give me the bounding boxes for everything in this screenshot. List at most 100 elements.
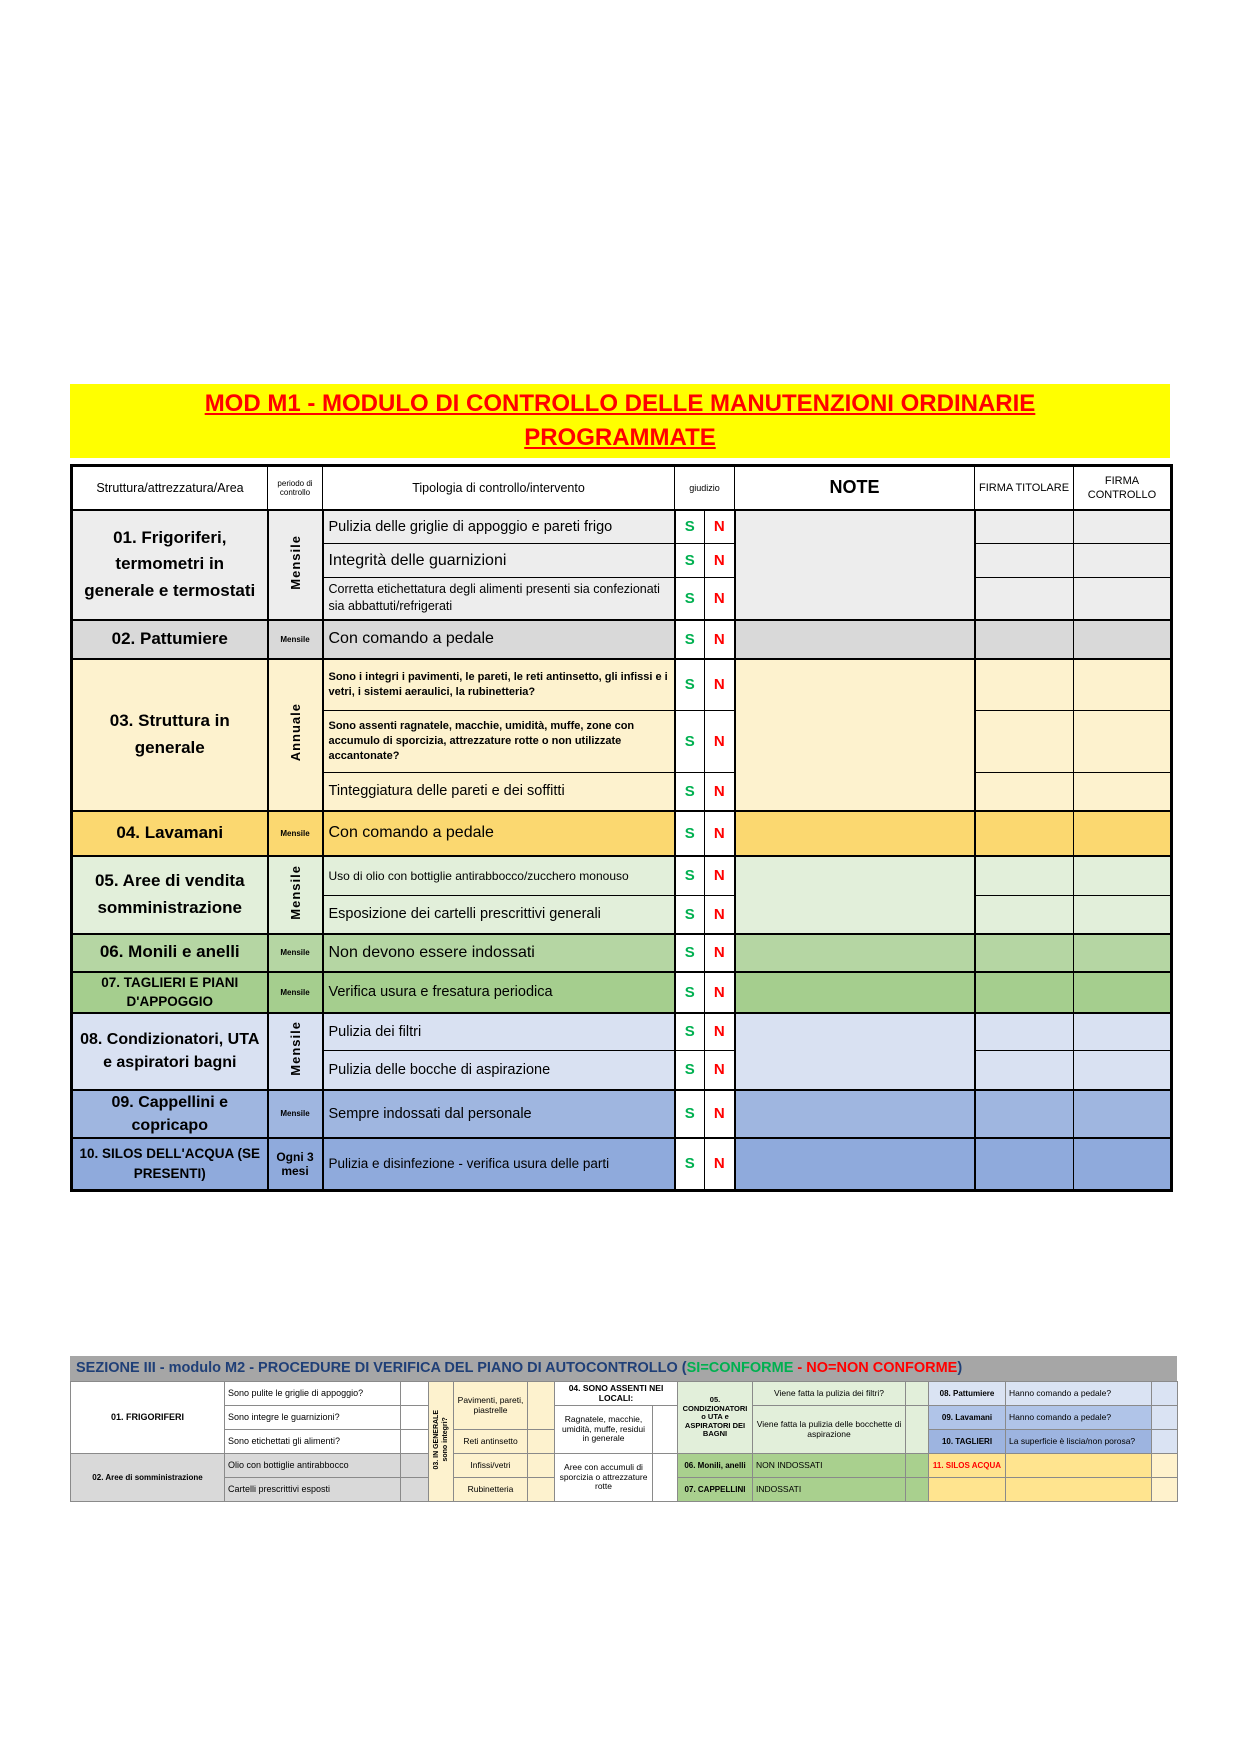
firma-titolare-cell[interactable] (974, 809, 1074, 856)
note-cell[interactable] (734, 809, 976, 856)
judgement-n-cell[interactable]: N (704, 932, 736, 972)
control-item-cell: Pulizia delle griglie di appoggio e pare… (322, 508, 676, 544)
firma-titolare-cell[interactable] (974, 1088, 1074, 1139)
note-cell[interactable] (734, 932, 976, 972)
note-cell[interactable] (734, 1137, 976, 1191)
m2-answer-cell[interactable] (400, 1405, 429, 1430)
judgement-s-cell[interactable]: S (674, 772, 705, 811)
judgement-n-cell[interactable]: N (704, 710, 736, 773)
m2-answer-cell[interactable] (905, 1405, 929, 1454)
firma-titolare-cell[interactable] (974, 895, 1074, 934)
judgement-s-cell[interactable]: S (674, 854, 705, 896)
note-cell[interactable] (734, 854, 976, 934)
judgement-s-cell[interactable]: S (674, 618, 705, 659)
firma-titolare-cell[interactable] (974, 508, 1074, 544)
judgement-s-cell[interactable]: S (674, 508, 705, 544)
firma-controllo-cell[interactable] (1073, 543, 1172, 578)
judgement-n-cell[interactable]: N (704, 1050, 736, 1091)
m2-answer-cell[interactable] (1151, 1453, 1178, 1478)
m2-answer-cell[interactable] (905, 1453, 929, 1478)
judgement-n-cell[interactable]: N (704, 577, 736, 620)
m2-answer-cell[interactable] (400, 1381, 429, 1406)
judgement-s-cell[interactable]: S (674, 657, 705, 711)
m2-item-cell: Aree con accumuli di sporcizia o attrezz… (554, 1453, 653, 1502)
m2-answer-cell[interactable] (527, 1477, 555, 1502)
judgement-n-cell[interactable]: N (704, 618, 736, 659)
firma-titolare-cell[interactable] (974, 543, 1074, 578)
note-cell[interactable] (734, 970, 976, 1014)
judgement-s-cell[interactable]: S (674, 1137, 705, 1191)
judgement-s-cell[interactable]: S (674, 809, 705, 856)
m2-answer-cell[interactable] (527, 1453, 555, 1478)
judgement-n-cell[interactable]: N (704, 854, 736, 896)
m2-question-cell: Viene fatta la pulizia dei filtri? (752, 1381, 906, 1406)
firma-controllo-cell[interactable] (1073, 1137, 1172, 1191)
firma-controllo-cell[interactable] (1073, 1088, 1172, 1139)
m2-answer-cell[interactable] (1151, 1429, 1178, 1454)
firma-titolare-cell[interactable] (974, 577, 1074, 620)
judgement-s-cell[interactable]: S (674, 970, 705, 1014)
m2-answer-cell[interactable] (400, 1429, 429, 1454)
judgement-s-cell[interactable]: S (674, 1050, 705, 1091)
firma-controllo-cell[interactable] (1073, 710, 1172, 773)
note-cell[interactable] (734, 1011, 976, 1091)
m2-item-cell: Infissi/vetri (453, 1453, 528, 1478)
judgement-n-cell[interactable]: N (704, 809, 736, 856)
firma-controllo-cell[interactable] (1073, 970, 1172, 1014)
m2-answer-cell[interactable] (905, 1381, 929, 1406)
note-cell[interactable] (734, 1088, 976, 1139)
note-cell[interactable] (734, 618, 976, 659)
m2-answer-cell[interactable] (1151, 1405, 1178, 1430)
firma-titolare-cell[interactable] (974, 657, 1074, 711)
firma-controllo-cell[interactable] (1073, 577, 1172, 620)
judgement-n-cell[interactable]: N (704, 1137, 736, 1191)
judgement-n-cell[interactable]: N (704, 1088, 736, 1139)
firma-controllo-cell[interactable] (1073, 508, 1172, 544)
judgement-n-cell[interactable]: N (704, 657, 736, 711)
firma-controllo-cell[interactable] (1073, 657, 1172, 711)
judgement-s-cell[interactable]: S (674, 710, 705, 773)
firma-titolare-cell[interactable] (974, 772, 1074, 811)
m2-answer-cell[interactable] (1151, 1381, 1178, 1406)
firma-controllo-cell[interactable] (1073, 1050, 1172, 1091)
judgement-n-cell[interactable]: N (704, 508, 736, 544)
judgement-s-cell[interactable]: S (674, 932, 705, 972)
note-cell[interactable] (734, 508, 976, 620)
judgement-s-cell[interactable]: S (674, 1088, 705, 1139)
firma-titolare-cell[interactable] (974, 710, 1074, 773)
judgement-n-cell[interactable]: N (704, 970, 736, 1014)
m2-answer-cell[interactable] (652, 1405, 678, 1454)
judgement-n-cell[interactable]: N (704, 895, 736, 934)
m2-answer-cell[interactable] (400, 1477, 429, 1502)
m2-answer-cell[interactable] (400, 1453, 429, 1478)
m2-answer-cell[interactable] (652, 1453, 678, 1502)
firma-controllo-cell[interactable] (1073, 1011, 1172, 1052)
firma-titolare-cell[interactable] (974, 932, 1074, 972)
judgement-s-cell[interactable]: S (674, 577, 705, 620)
judgement-n-cell[interactable]: N (704, 1011, 736, 1052)
m2-answer-cell[interactable] (527, 1381, 555, 1430)
judgement-s-cell[interactable]: S (674, 895, 705, 934)
firma-controllo-cell[interactable] (1073, 618, 1172, 659)
firma-controllo-cell[interactable] (1073, 854, 1172, 896)
firma-controllo-cell[interactable] (1073, 895, 1172, 934)
firma-titolare-cell[interactable] (974, 618, 1074, 659)
firma-titolare-cell[interactable] (974, 970, 1074, 1014)
note-cell[interactable] (734, 657, 976, 811)
firma-titolare-cell[interactable] (974, 1011, 1074, 1052)
control-item-cell: Corretta etichettatura degli alimenti pr… (322, 577, 676, 620)
firma-titolare-cell[interactable] (974, 1137, 1074, 1191)
judgement-n-cell[interactable]: N (704, 543, 736, 578)
firma-titolare-cell[interactable] (974, 854, 1074, 896)
m2-answer-cell[interactable] (905, 1477, 929, 1502)
m2-answer-cell[interactable] (527, 1429, 555, 1454)
m2-answer-cell[interactable] (1151, 1477, 1178, 1502)
firma-controllo-cell[interactable] (1073, 932, 1172, 972)
judgement-n-cell[interactable]: N (704, 772, 736, 811)
firma-controllo-cell[interactable] (1073, 772, 1172, 811)
judgement-s-cell[interactable]: S (674, 1011, 705, 1052)
firma-titolare-cell[interactable] (974, 1050, 1074, 1091)
form-title-line1: MOD M1 - MODULO DI CONTROLLO DELLE MANUT… (204, 390, 1036, 417)
judgement-s-cell[interactable]: S (674, 543, 705, 578)
firma-controllo-cell[interactable] (1073, 809, 1172, 856)
